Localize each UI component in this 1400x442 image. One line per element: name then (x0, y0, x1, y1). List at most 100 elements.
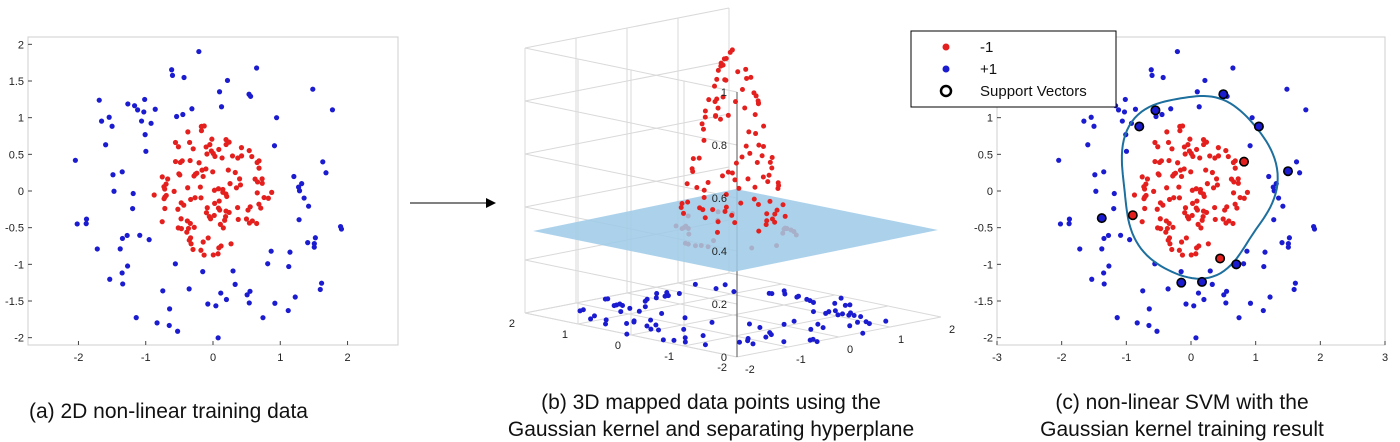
point-class-minus1 (1197, 155, 1203, 161)
point-class-minus1 (769, 155, 775, 161)
point-class-plus1 (1154, 328, 1160, 334)
point-class-plus1 (1291, 286, 1297, 293)
point-class-plus1 (318, 280, 325, 286)
point-class-minus1 (212, 200, 218, 206)
point-class-minus1 (715, 67, 721, 73)
point-class-plus1 (142, 96, 148, 103)
point-class-minus1 (222, 217, 228, 223)
point-class-minus1 (722, 208, 728, 214)
point-class-plus1 (702, 342, 708, 348)
point-class-plus1 (1101, 281, 1107, 287)
point-class-plus1 (260, 315, 266, 321)
point-class-minus1 (729, 170, 735, 176)
y-tick-label: 0 (18, 186, 24, 198)
point-class-plus1 (682, 315, 688, 321)
point-class-minus1 (1204, 181, 1210, 187)
point-class-minus1 (774, 207, 780, 213)
point-class-minus1 (236, 176, 243, 182)
point-class-plus1 (1057, 221, 1064, 227)
point-class-plus1 (848, 310, 854, 316)
point-class-plus1 (648, 317, 654, 323)
point-class-plus1 (1091, 123, 1097, 129)
point-class-plus1 (124, 232, 130, 239)
point-class-minus1 (254, 220, 260, 227)
point-class-minus1 (178, 216, 184, 222)
point-class-minus1 (227, 181, 233, 187)
point-class-minus1 (172, 158, 179, 165)
point-class-plus1 (135, 107, 141, 113)
x-tick-label: 0 (210, 352, 216, 364)
point-class-plus1 (737, 339, 743, 345)
point-class-minus1 (207, 142, 213, 148)
point-class-minus1 (782, 213, 788, 219)
point-class-minus1 (215, 205, 222, 211)
point-class-minus1 (235, 155, 241, 161)
y-tick-label: -1 (983, 259, 993, 271)
x-tick-label: -1 (1121, 352, 1131, 364)
point-class-plus1 (1121, 109, 1128, 115)
point-class-plus1 (1122, 96, 1128, 103)
point-class-plus1 (96, 97, 102, 103)
point-class-plus1 (189, 106, 195, 112)
y-tick-label: -0.5 (974, 223, 993, 235)
point-class-minus1 (254, 190, 260, 196)
point-class-plus1 (216, 89, 223, 95)
z-tick-label: 0.2 (712, 299, 727, 311)
point-class-minus1 (220, 186, 226, 193)
point-class-minus1 (201, 123, 207, 129)
point-class-plus1 (1160, 74, 1166, 81)
point-class-minus1 (1197, 186, 1204, 193)
point-class-plus1 (265, 261, 271, 267)
y-tick-label: 2 (949, 324, 955, 336)
point-class-plus1 (1183, 301, 1189, 307)
grid-line (677, 282, 891, 328)
point-class-minus1 (1232, 201, 1238, 207)
point-class-minus1 (739, 87, 745, 93)
point-class-minus1 (723, 77, 729, 83)
point-class-plus1 (1195, 290, 1202, 296)
point-class-plus1 (847, 302, 853, 308)
point-class-plus1 (1311, 223, 1317, 230)
point-class-plus1 (1193, 335, 1199, 341)
point-class-minus1 (1193, 146, 1200, 153)
point-class-minus1 (163, 192, 169, 199)
point-class-minus1 (256, 165, 262, 171)
point-class-minus1 (694, 184, 700, 190)
x-tick-label: 2 (1317, 352, 1323, 364)
point-class-minus1 (161, 184, 167, 190)
point-class-plus1 (152, 106, 158, 112)
point-class-minus1 (188, 235, 194, 241)
y-tick-label: -1.5 (974, 296, 993, 308)
point-class-minus1 (1212, 155, 1218, 161)
point-class-minus1 (702, 108, 708, 114)
point-class-minus1 (197, 184, 203, 190)
point-class-plus1 (1260, 307, 1266, 314)
point-class-minus1 (184, 229, 190, 235)
y-tick-label: -2 (745, 364, 755, 376)
point-class-minus1 (1225, 153, 1231, 160)
point-class-minus1 (701, 194, 707, 200)
point-class-minus1 (256, 158, 262, 164)
point-class-minus1 (232, 169, 238, 176)
point-class-plus1 (835, 312, 841, 318)
support-vector-marker (1218, 89, 1229, 100)
point-class-plus1 (119, 169, 125, 175)
point-class-plus1 (709, 319, 715, 325)
point-class-minus1 (171, 188, 177, 195)
legend-label: -1 (980, 39, 993, 56)
point-class-plus1 (682, 335, 688, 341)
point-class-plus1 (291, 173, 297, 180)
point-class-minus1 (733, 160, 739, 166)
point-class-plus1 (1266, 173, 1272, 180)
point-class-minus1 (746, 129, 752, 135)
point-class-minus1 (753, 131, 759, 137)
point-class-plus1 (174, 113, 180, 120)
point-class-plus1 (676, 291, 682, 297)
z-tick-label: 0.4 (712, 246, 727, 258)
point-class-plus1 (840, 311, 846, 317)
point-class-minus1 (216, 245, 222, 251)
point-class-plus1 (186, 286, 192, 292)
point-class-minus1 (725, 169, 731, 175)
point-class-plus1 (172, 261, 178, 267)
point-class-plus1 (110, 172, 116, 178)
